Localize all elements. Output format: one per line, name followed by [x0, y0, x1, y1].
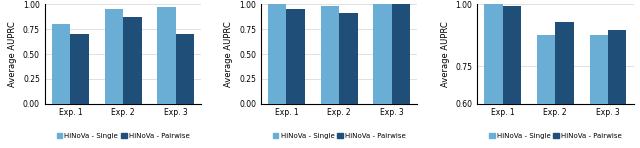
- Legend: HiNoVa - Single, HiNoVa - Pairwise: HiNoVa - Single, HiNoVa - Pairwise: [270, 130, 408, 142]
- Bar: [157, 7, 176, 104]
- Bar: [502, 6, 521, 148]
- Bar: [105, 9, 123, 104]
- Bar: [287, 9, 305, 104]
- Bar: [484, 4, 502, 148]
- Legend: HiNoVa - Single, HiNoVa - Pairwise: HiNoVa - Single, HiNoVa - Pairwise: [486, 130, 625, 142]
- Bar: [123, 17, 141, 104]
- Bar: [70, 34, 89, 104]
- Bar: [589, 35, 608, 148]
- Bar: [176, 34, 195, 104]
- Legend: HiNoVa - Single, HiNoVa - Pairwise: HiNoVa - Single, HiNoVa - Pairwise: [54, 130, 192, 142]
- Bar: [268, 4, 287, 104]
- Bar: [392, 4, 410, 104]
- Bar: [321, 6, 339, 104]
- Y-axis label: Average AUPRC: Average AUPRC: [440, 21, 449, 87]
- Y-axis label: Average AUPRC: Average AUPRC: [225, 21, 234, 87]
- Y-axis label: Average AUPRC: Average AUPRC: [8, 21, 17, 87]
- Bar: [339, 13, 358, 104]
- Bar: [608, 30, 627, 148]
- Bar: [537, 35, 556, 148]
- Bar: [374, 4, 392, 104]
- Bar: [52, 24, 70, 104]
- Bar: [556, 22, 573, 148]
